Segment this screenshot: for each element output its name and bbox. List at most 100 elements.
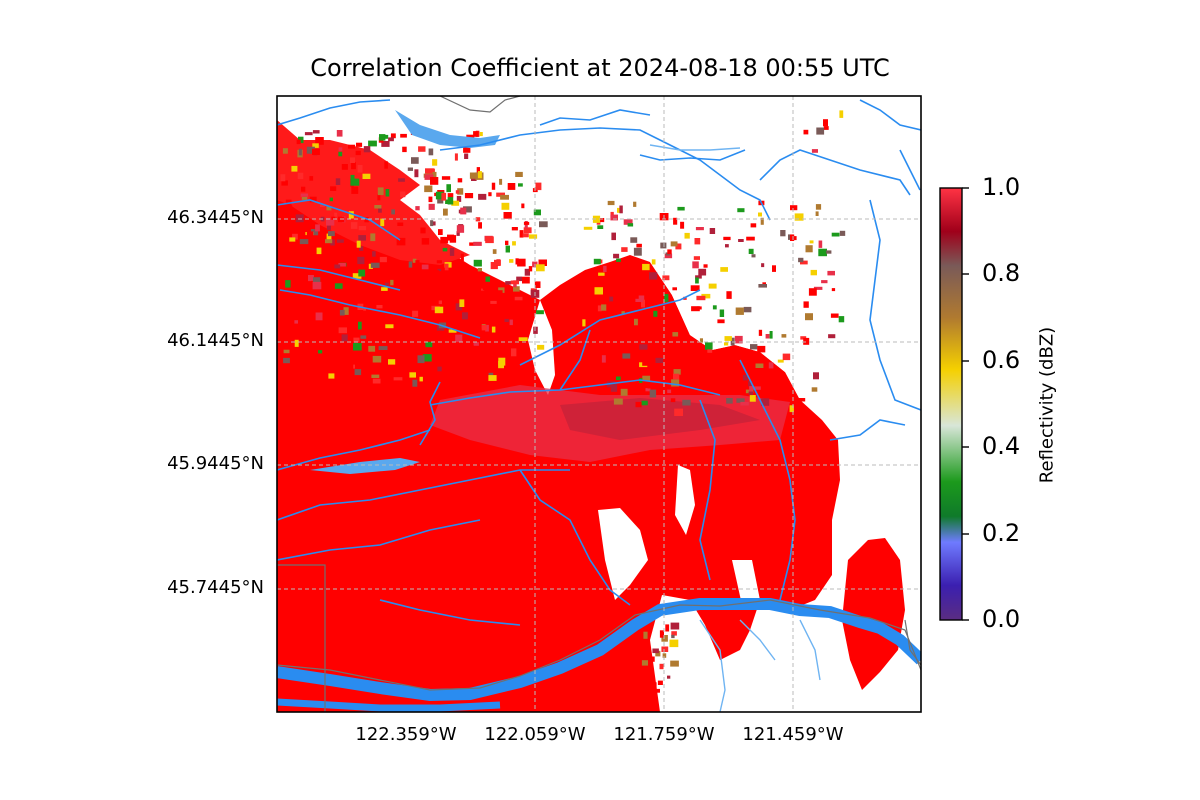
echo-cell xyxy=(473,295,479,302)
echo-cell xyxy=(695,275,702,279)
echo-cell xyxy=(597,305,602,312)
echo-cell xyxy=(455,303,463,311)
echo-cell xyxy=(828,334,836,339)
echo-cell xyxy=(414,169,419,178)
echo-cell xyxy=(370,233,376,242)
echo-cell xyxy=(670,660,679,667)
echo-cell xyxy=(378,208,382,213)
echo-cell xyxy=(521,203,525,209)
lat-tick-label: 45.9445°N xyxy=(167,453,264,474)
echo-cell xyxy=(661,646,669,652)
echo-cell xyxy=(348,282,356,286)
echo-cell xyxy=(318,369,323,376)
echo-cell xyxy=(285,280,291,288)
echo-cell xyxy=(381,287,388,291)
echo-cell xyxy=(517,258,526,267)
echo-cell xyxy=(726,291,732,299)
echo-cell xyxy=(761,398,770,406)
radar-echo-east xyxy=(842,538,905,690)
echo-cell xyxy=(740,401,749,406)
echo-cell xyxy=(377,194,381,201)
echo-cell xyxy=(458,279,463,285)
echo-cell xyxy=(636,243,642,248)
echo-gap-4 xyxy=(732,560,760,605)
echo-cell xyxy=(434,306,444,314)
reservoir-lake-2 xyxy=(310,458,420,474)
echo-cell xyxy=(515,258,519,265)
echo-cell xyxy=(662,275,670,281)
echo-cell xyxy=(339,309,345,316)
echo-cell xyxy=(325,321,330,325)
echo-gap-2 xyxy=(598,508,648,600)
echo-cell xyxy=(693,256,700,260)
echo-cell xyxy=(691,306,700,312)
echo-cell xyxy=(723,236,731,241)
echo-cell xyxy=(794,213,804,221)
echo-cell xyxy=(624,263,630,269)
echo-cell xyxy=(655,357,664,363)
echo-cell xyxy=(490,300,497,304)
echo-cell xyxy=(456,195,462,202)
echo-cell xyxy=(473,342,479,346)
echo-cell xyxy=(761,263,765,268)
echo-cell xyxy=(350,222,358,229)
echo-cell xyxy=(356,142,363,147)
echo-cell xyxy=(519,322,523,329)
echo-cell xyxy=(633,201,637,207)
echo-cell xyxy=(368,345,376,352)
echo-cell xyxy=(326,206,332,211)
echo-cell xyxy=(509,319,513,326)
echo-cell xyxy=(601,355,606,363)
echo-cell xyxy=(642,375,651,381)
echo-cell xyxy=(354,369,362,376)
echo-cell xyxy=(667,389,672,394)
echo-cell xyxy=(616,376,621,381)
echo-cell xyxy=(780,230,786,237)
echo-cell xyxy=(305,241,314,246)
echo-cell xyxy=(661,635,668,642)
echo-cell xyxy=(522,276,530,284)
echo-cell xyxy=(380,218,385,227)
echo-cell xyxy=(302,304,309,308)
echo-cell xyxy=(831,232,840,237)
colorbar-ticks xyxy=(962,187,969,621)
echo-cell xyxy=(603,265,607,272)
echo-cell xyxy=(444,263,449,271)
echo-cell xyxy=(430,177,439,185)
echo-cell xyxy=(616,258,621,262)
echo-cell xyxy=(384,161,388,169)
echo-cell xyxy=(782,353,791,361)
echo-cell xyxy=(611,232,616,241)
echo-cell xyxy=(420,227,426,234)
echo-cell xyxy=(652,648,659,654)
echo-cell xyxy=(374,205,382,209)
echo-cell xyxy=(424,185,433,193)
echo-cell xyxy=(617,207,621,213)
echo-cell xyxy=(360,335,367,339)
echo-cell xyxy=(437,366,442,372)
lat-tick-label: 46.3445°N xyxy=(167,207,264,228)
echo-cell xyxy=(479,132,483,137)
echo-cell xyxy=(424,174,434,180)
echo-cell xyxy=(621,247,628,252)
echo-cell xyxy=(448,329,457,333)
echo-cell xyxy=(505,245,510,253)
echo-cell xyxy=(811,149,818,153)
echo-cell xyxy=(639,344,648,350)
echo-cell xyxy=(813,286,823,290)
colorbar-tick-label: 0.6 xyxy=(982,346,1021,374)
echo-cell xyxy=(512,241,516,246)
echo-cell xyxy=(516,276,523,282)
echo-cell xyxy=(482,286,488,291)
echo-cell xyxy=(419,376,423,382)
echo-cell xyxy=(674,408,683,416)
echo-cell xyxy=(462,312,468,320)
echo-cell xyxy=(372,378,381,384)
echo-cell xyxy=(478,193,487,200)
echo-cell xyxy=(758,212,762,217)
echo-cell xyxy=(752,386,761,390)
echo-cell xyxy=(350,178,360,186)
echo-cell xyxy=(504,318,509,322)
echo-cell xyxy=(719,309,725,317)
